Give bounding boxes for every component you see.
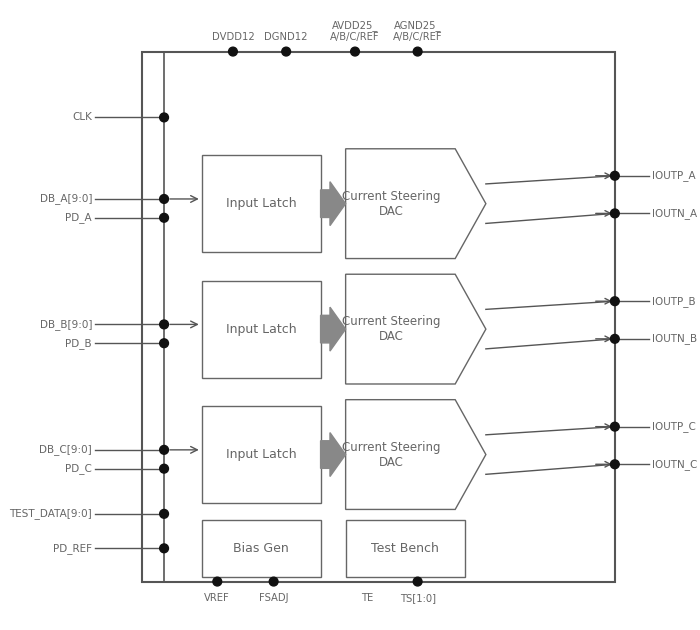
- Circle shape: [229, 47, 237, 56]
- Text: AGND25_
A/B/C/REF: AGND25_ A/B/C/REF: [393, 20, 442, 42]
- Text: Test Bench: Test Bench: [371, 542, 439, 555]
- Text: IOUTP_A: IOUTP_A: [652, 170, 696, 181]
- Circle shape: [160, 510, 169, 518]
- Text: IOUTN_B: IOUTN_B: [652, 333, 697, 344]
- Text: DVDD12: DVDD12: [211, 32, 254, 42]
- Bar: [142, 52, 615, 581]
- Text: IOUTP_C: IOUTP_C: [652, 421, 696, 432]
- Polygon shape: [321, 433, 346, 476]
- Text: Current Steering
DAC: Current Steering DAC: [342, 315, 441, 343]
- Text: PD_B: PD_B: [66, 338, 92, 348]
- Circle shape: [351, 47, 359, 56]
- Circle shape: [413, 577, 422, 586]
- Polygon shape: [346, 149, 486, 258]
- Text: DGND12: DGND12: [265, 32, 308, 42]
- Circle shape: [160, 544, 169, 553]
- Text: TE: TE: [361, 593, 374, 603]
- Text: TS[1:0]: TS[1:0]: [400, 593, 435, 603]
- Bar: [202, 520, 321, 576]
- Text: PD_A: PD_A: [66, 212, 92, 223]
- Text: VREF: VREF: [204, 593, 230, 603]
- Text: Current Steering
DAC: Current Steering DAC: [342, 440, 441, 469]
- Text: FSADJ: FSADJ: [259, 593, 288, 603]
- Circle shape: [160, 445, 169, 454]
- Text: IOUTN_C: IOUTN_C: [652, 459, 698, 470]
- Text: IOUTP_B: IOUTP_B: [652, 295, 696, 307]
- Circle shape: [610, 422, 620, 431]
- Bar: [202, 155, 321, 252]
- Circle shape: [610, 297, 620, 306]
- Text: Input Latch: Input Latch: [226, 323, 296, 336]
- Text: PD_REF: PD_REF: [53, 543, 92, 554]
- Circle shape: [610, 171, 620, 180]
- Text: Current Steering
DAC: Current Steering DAC: [342, 190, 441, 218]
- Circle shape: [610, 460, 620, 469]
- Text: Bias Gen: Bias Gen: [233, 542, 289, 555]
- Text: AVDD25_
A/B/C/REF: AVDD25_ A/B/C/REF: [330, 20, 380, 42]
- Circle shape: [610, 335, 620, 343]
- Text: DB_A[9:0]: DB_A[9:0]: [40, 193, 92, 204]
- Circle shape: [160, 464, 169, 473]
- Text: CLK: CLK: [72, 112, 92, 122]
- Circle shape: [160, 195, 169, 203]
- Circle shape: [213, 577, 222, 586]
- Bar: [346, 520, 465, 576]
- Circle shape: [160, 214, 169, 222]
- Text: Input Latch: Input Latch: [226, 448, 296, 461]
- Circle shape: [282, 47, 290, 56]
- Circle shape: [610, 209, 620, 218]
- Text: DB_B[9:0]: DB_B[9:0]: [40, 319, 92, 330]
- Circle shape: [413, 47, 422, 56]
- Bar: [202, 406, 321, 503]
- Text: TEST_DATA[9:0]: TEST_DATA[9:0]: [9, 508, 92, 519]
- Text: PD_C: PD_C: [65, 463, 92, 474]
- Polygon shape: [346, 274, 486, 384]
- Text: IOUTN_A: IOUTN_A: [652, 208, 697, 219]
- Text: Input Latch: Input Latch: [226, 197, 296, 210]
- Circle shape: [160, 113, 169, 122]
- Text: DB_C[9:0]: DB_C[9:0]: [39, 444, 92, 455]
- Polygon shape: [321, 307, 346, 351]
- Polygon shape: [346, 399, 486, 510]
- Bar: [202, 280, 321, 378]
- Circle shape: [270, 577, 278, 586]
- Circle shape: [160, 339, 169, 348]
- Circle shape: [160, 320, 169, 329]
- Polygon shape: [321, 181, 346, 226]
